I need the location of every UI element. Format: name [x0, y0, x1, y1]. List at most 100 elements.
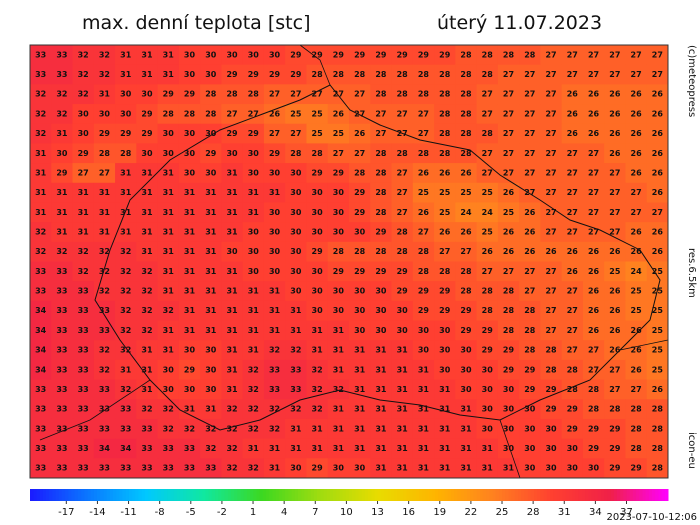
temperature-cell — [582, 163, 605, 184]
temperature-value: 31 — [205, 267, 217, 276]
temperature-value: 30 — [290, 208, 302, 217]
temperature-value: 29 — [631, 464, 643, 473]
colorbar-segment — [282, 489, 286, 501]
colorbar-segment — [632, 489, 637, 501]
temperature-cell — [200, 379, 222, 400]
temperature-cell — [370, 320, 393, 341]
temperature-cell — [412, 379, 435, 400]
temperature-value: 27 — [545, 149, 556, 158]
temperature-cell — [263, 438, 286, 459]
temperature-value: 28 — [503, 326, 515, 335]
temperature-value: 28 — [397, 227, 409, 236]
temperature-value: 26 — [545, 247, 557, 256]
temperature-value: 31 — [35, 188, 47, 197]
temperature-cell — [582, 45, 605, 66]
temperature-value: 30 — [375, 306, 387, 315]
temperature-value: 26 — [588, 247, 600, 256]
colorbar-segment — [473, 489, 478, 501]
temperature-value: 32 — [120, 247, 131, 256]
temperature-cell — [540, 222, 563, 243]
temperature-value: 31 — [397, 405, 409, 414]
temperature-cell — [221, 143, 244, 164]
temperature-cell — [178, 438, 201, 459]
temperature-value: 32 — [78, 267, 89, 276]
temperature-value: 27 — [545, 70, 556, 79]
temperature-value: 27 — [567, 326, 578, 335]
temperature-cell — [51, 241, 74, 262]
temperature-cell — [625, 399, 648, 420]
colorbar-segment — [374, 489, 379, 501]
temperature-cell — [221, 359, 244, 381]
temperature-value: 26 — [652, 90, 664, 99]
temperature-value: 31 — [99, 90, 111, 99]
temperature-cell — [497, 379, 520, 400]
colorbar-segment — [460, 489, 465, 501]
temperature-cell — [306, 64, 329, 85]
temperature-value: 31 — [375, 346, 387, 355]
colorbar-segment — [125, 489, 130, 501]
temperature-value: 29 — [439, 306, 451, 315]
temperature-cell — [285, 222, 307, 243]
temperature-cell — [625, 418, 648, 440]
temperature-cell — [93, 222, 116, 243]
colorbar-segment — [170, 489, 175, 501]
temperature-cell — [242, 340, 265, 361]
temperature-cell — [349, 418, 371, 440]
temperature-cell — [221, 104, 244, 125]
temperature-cell — [306, 300, 329, 322]
temperature-cell — [285, 261, 307, 282]
temperature-value: 33 — [205, 464, 216, 473]
temperature-cell — [604, 222, 626, 243]
colorbar-segment — [278, 489, 283, 501]
temperature-cell — [115, 261, 137, 282]
colorbar-segment — [470, 489, 474, 501]
temperature-value: 27 — [545, 168, 556, 177]
temperature-cell — [72, 399, 95, 420]
temperature-cell — [115, 45, 137, 66]
temperature-cell — [200, 340, 222, 361]
temperature-value: 31 — [141, 346, 153, 355]
temperature-value: 26 — [588, 129, 600, 138]
temperature-value: 27 — [354, 109, 365, 118]
temperature-cell — [412, 261, 435, 282]
temperature-cell — [115, 438, 137, 459]
colorbar-segment — [336, 489, 340, 501]
temperature-cell — [434, 418, 456, 440]
colorbar-segment — [514, 489, 519, 501]
temperature-cell — [327, 163, 350, 184]
temperature-value: 30 — [269, 227, 281, 236]
colorbar-tick-label: -14 — [89, 507, 105, 518]
temperature-cell — [455, 123, 478, 144]
temperature-cell — [561, 281, 584, 302]
colorbar-tick-label: 7 — [312, 507, 318, 518]
temperature-value: 32 — [163, 405, 174, 414]
temperature-value: 28 — [482, 287, 494, 296]
colorbar-segment — [81, 489, 85, 501]
colorbar-segment — [109, 489, 114, 501]
temperature-value: 31 — [397, 444, 409, 453]
temperature-value: 31 — [226, 267, 238, 276]
temperature-cell — [497, 143, 520, 164]
temperature-value: 25 — [652, 365, 664, 374]
temperature-value: 27 — [567, 50, 578, 59]
temperature-cell — [391, 182, 414, 203]
temperature-cell — [519, 202, 541, 223]
temperature-cell — [30, 202, 52, 223]
temperature-cell — [349, 281, 371, 302]
temperature-value: 28 — [184, 109, 196, 118]
temperature-cell — [370, 300, 393, 322]
temperature-value: 33 — [35, 424, 46, 433]
colorbar-segment — [553, 489, 557, 501]
temperature-value: 31 — [163, 168, 175, 177]
temperature-value: 29 — [333, 267, 345, 276]
temperature-cell — [455, 458, 478, 479]
temperature-cell — [540, 241, 563, 262]
temperature-value: 31 — [312, 444, 324, 453]
temperature-value: 28 — [652, 464, 664, 473]
colorbar-tick-label: 22 — [465, 507, 478, 518]
temperature-value: 28 — [205, 109, 217, 118]
temperature-cell — [263, 399, 286, 420]
colorbar-segment — [492, 489, 497, 501]
temperature-cell — [391, 222, 414, 243]
colorbar-segment — [179, 489, 184, 501]
